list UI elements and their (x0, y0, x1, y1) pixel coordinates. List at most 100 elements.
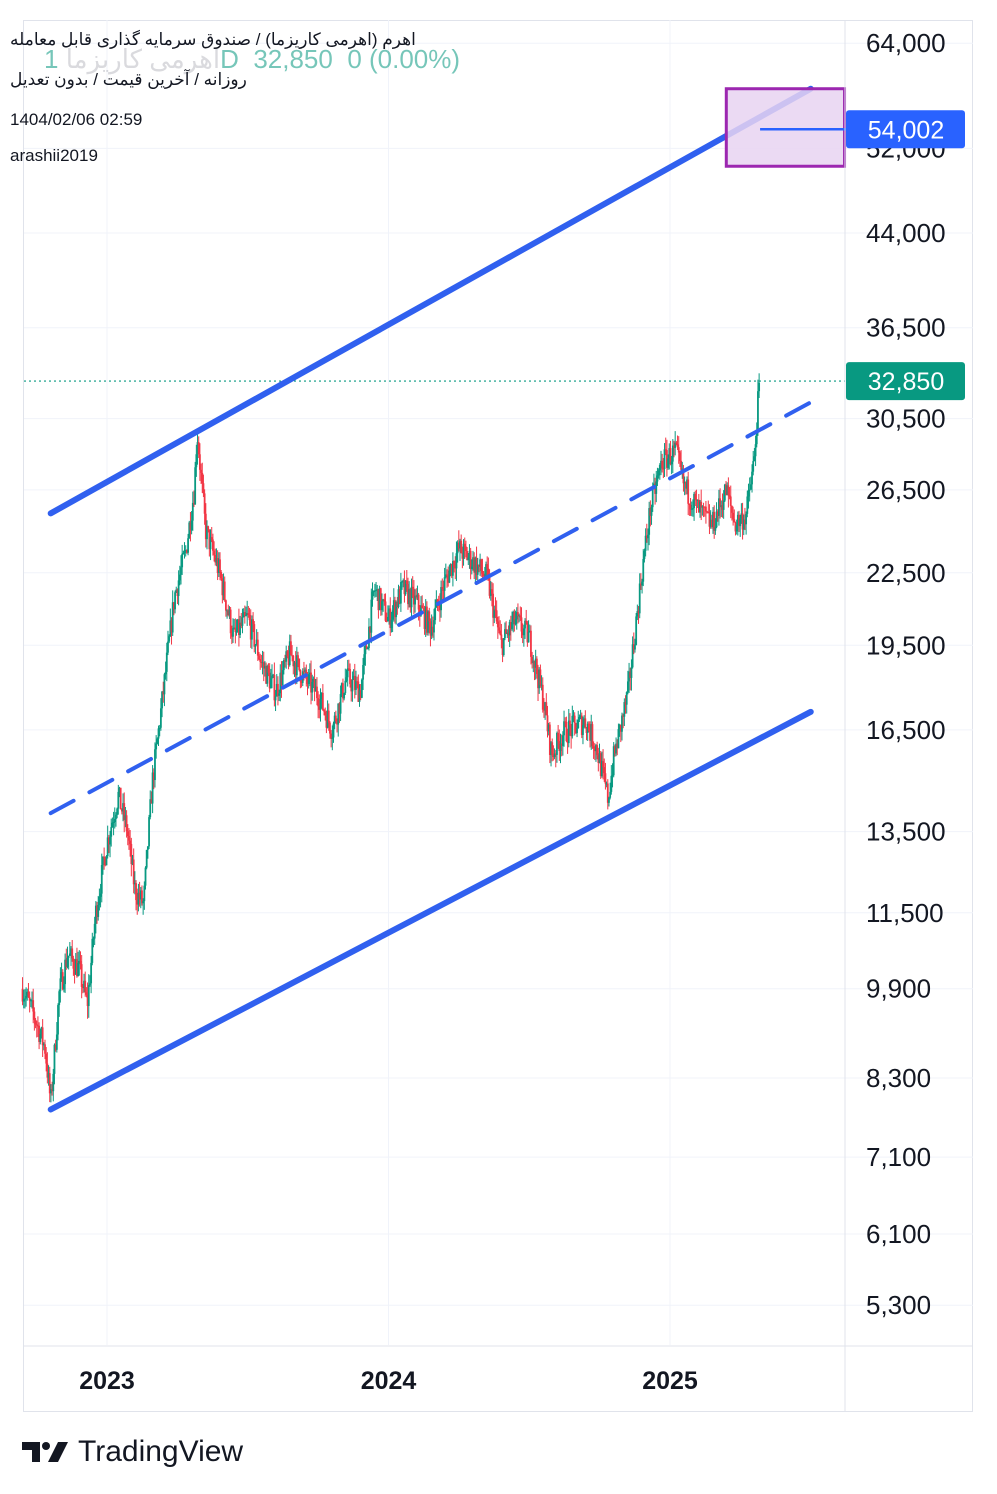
candle-body (501, 639, 504, 655)
candle-body (662, 468, 665, 470)
candle-body (338, 703, 341, 714)
candle-body (96, 905, 98, 917)
candle-body (375, 590, 377, 592)
candle-body (340, 683, 343, 695)
candle-body (284, 660, 286, 662)
candle-body (219, 559, 221, 573)
candle-body (146, 846, 149, 850)
candle-body (618, 724, 621, 730)
candle-body (79, 960, 82, 965)
candle-body (145, 849, 148, 868)
candle-body (93, 923, 96, 939)
candle-body (713, 511, 716, 531)
candle-body (246, 613, 249, 616)
candle-body (162, 691, 165, 695)
candle-body (230, 633, 233, 637)
candle-body (307, 674, 310, 684)
candle-body (268, 672, 271, 689)
candle-body (37, 1025, 39, 1027)
y-tick-label: 11,500 (866, 898, 944, 928)
candle-body (525, 620, 528, 623)
grid (24, 20, 973, 1345)
candle-body (280, 672, 283, 686)
candle-body (105, 856, 108, 866)
candle-body (534, 658, 537, 668)
candle-body (279, 672, 282, 694)
candle-body (569, 720, 571, 726)
candle-body (519, 615, 522, 618)
candle-body (409, 589, 412, 608)
candle-body (357, 681, 360, 702)
candle-body (518, 615, 521, 617)
candle-body (35, 1024, 38, 1026)
candle-body (671, 445, 674, 462)
candle-body (390, 619, 393, 629)
candle-body (198, 454, 201, 470)
candle-body (194, 467, 197, 505)
candle-body (465, 546, 467, 551)
target-zone-box (724, 87, 847, 168)
candle-body (141, 890, 143, 904)
candle-body (668, 448, 671, 459)
chart-author[interactable]: arashii2019 (10, 146, 98, 165)
candle-body (579, 715, 582, 717)
candle-body (726, 485, 729, 496)
candle-body (695, 499, 698, 501)
candle-body (586, 723, 589, 733)
y-tick-label: 44,000 (866, 218, 946, 248)
candle-body (303, 671, 305, 673)
candle-body (332, 723, 335, 738)
candle-body (457, 542, 460, 549)
candle-body (551, 742, 554, 756)
candle-body (747, 490, 750, 497)
candle-body (424, 606, 427, 629)
trend-channel[interactable] (24, 85, 847, 1113)
candle-body (566, 740, 569, 744)
candle-body (493, 609, 496, 618)
candle-body (174, 592, 176, 610)
candle-body (220, 572, 223, 579)
candle-body (175, 589, 178, 593)
candle-body (176, 589, 179, 597)
chart-subtitle: روزانه / آخرین قیمت / بدون تعدیل (10, 70, 247, 89)
candle-body (217, 559, 220, 574)
candle-body (320, 692, 323, 700)
channel-line-middle (48, 400, 813, 816)
candle-body (466, 550, 468, 561)
candle-body (738, 514, 740, 527)
candle-body (292, 655, 295, 667)
watermark-name: اهرمی کاریزما (65, 44, 221, 74)
tradingview-brand[interactable]: TradingView (22, 1432, 243, 1472)
candle-body (746, 496, 749, 514)
candle-body (177, 580, 180, 597)
candle-body (92, 938, 95, 940)
candle-body (233, 627, 236, 629)
candle-body (115, 814, 117, 820)
candle-body (282, 660, 285, 671)
candle-body (394, 600, 396, 618)
candle-body (441, 587, 444, 590)
candle-body (636, 611, 639, 617)
candle-body (22, 998, 25, 1002)
candle-body (81, 986, 84, 989)
candle-body (573, 715, 576, 723)
candle-body (582, 725, 584, 735)
candle-body (103, 856, 106, 859)
candle-body (178, 574, 181, 581)
candle-body (463, 543, 466, 547)
candle-body (117, 791, 120, 809)
candle-body (247, 613, 250, 615)
candle-body (85, 992, 88, 995)
candle-body (138, 892, 141, 900)
candle-body (383, 599, 386, 602)
candle-body (514, 619, 517, 625)
candle-body (327, 710, 330, 723)
candle-body (661, 460, 664, 469)
price-labels: 32,850 54,002 (846, 110, 965, 401)
candle-body (28, 997, 31, 1001)
candle-body (240, 622, 243, 626)
candle-body (684, 482, 687, 489)
candle-body (58, 991, 61, 1006)
candle-body (408, 589, 411, 605)
